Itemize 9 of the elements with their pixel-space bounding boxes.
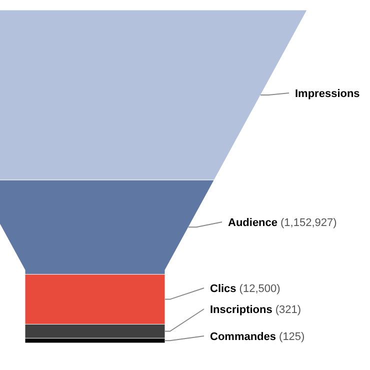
data-label: (12,500) <box>239 283 280 295</box>
category-label: Inscriptions <box>210 304 272 316</box>
data-label: (1,152,927) <box>280 217 337 229</box>
category-label: Impressions <box>295 88 360 100</box>
data-label: (321) <box>275 304 302 316</box>
category-label: Audience <box>228 217 278 229</box>
category-label: Commandes <box>210 331 276 343</box>
data-label: (125) <box>279 331 305 343</box>
category-label: Clics <box>210 283 236 295</box>
